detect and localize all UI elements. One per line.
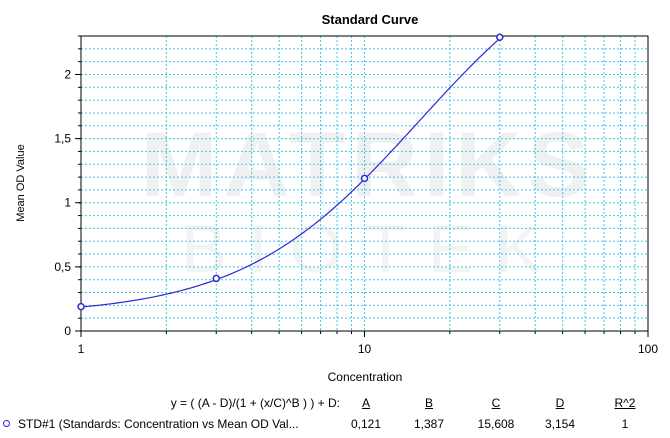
- y-tick-label: 0: [64, 324, 71, 338]
- param-header-c: C: [491, 396, 501, 410]
- data-points: [77, 33, 504, 311]
- legend-series-row[interactable]: STD#1 (Standards: Concentration vs Mean …: [0, 417, 670, 433]
- y-tick-label: 2: [64, 67, 71, 81]
- y-axis-label: Mean OD Value: [15, 144, 27, 221]
- data-point: [77, 302, 85, 311]
- chart-title: Standard Curve: [322, 12, 419, 27]
- param-value-a: 0,121: [350, 417, 382, 431]
- y-tick-label: 1,5: [54, 132, 71, 146]
- data-point: [360, 174, 369, 183]
- data-point: [212, 274, 221, 283]
- param-header-b: B: [424, 396, 433, 410]
- fit-curve-line: [80, 37, 501, 308]
- x-tick-label: 1: [78, 342, 85, 356]
- grid: [81, 35, 648, 331]
- watermark-line1: MATRIKS: [141, 114, 595, 216]
- series-label: STD#1 (Standards: Concentration vs Mean …: [18, 417, 299, 431]
- param-value-c: 15,608: [477, 417, 515, 431]
- x-tick-label: 100: [638, 342, 658, 356]
- y-tick-label: 1: [64, 196, 71, 210]
- y-tick-label: 0,5: [54, 260, 71, 274]
- param-value-d: 3,154: [544, 417, 576, 431]
- x-tick-label: 10: [358, 342, 372, 356]
- param-header-a: A: [361, 396, 370, 410]
- legend-header-row: y = ( (A - D)/(1 + (x/C)^B ) ) + D: A B …: [0, 396, 670, 412]
- param-header-d: D: [555, 396, 565, 410]
- axis-ticks: 1 10 100 0 0,5 1 1,5 2: [54, 35, 658, 356]
- circle-marker-icon: [3, 420, 10, 427]
- watermark-line2: BIOTEK: [181, 211, 562, 287]
- param-header-r2: R^2: [614, 396, 636, 410]
- data-point: [496, 33, 504, 42]
- param-value-r2: 1: [621, 417, 629, 431]
- fit-equation: y = ( (A - D)/(1 + (x/C)^B ) ) + D:: [170, 396, 340, 410]
- x-axis-label: Concentration: [328, 370, 403, 384]
- param-value-b: 1,387: [413, 417, 445, 431]
